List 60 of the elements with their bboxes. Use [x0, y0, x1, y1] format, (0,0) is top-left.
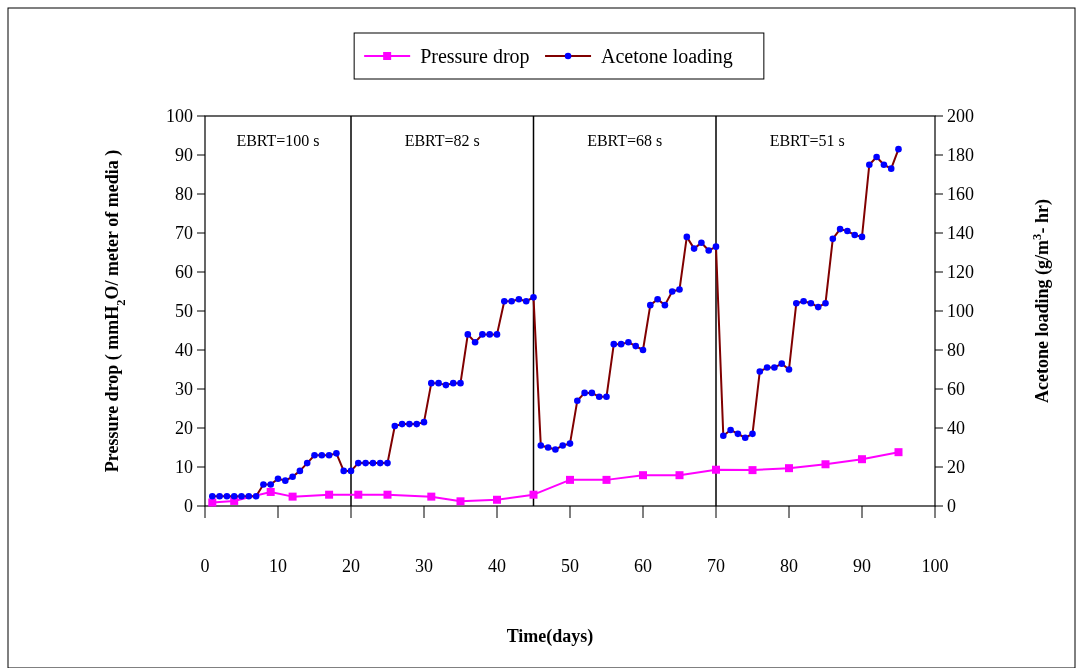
point — [748, 466, 757, 475]
annotation: EBRT=82 s — [404, 132, 480, 149]
annotation: EBRT=100 s — [236, 132, 320, 149]
x-tick-label: 80 — [780, 556, 798, 576]
y-tick-label: 90 — [175, 145, 193, 166]
point — [208, 498, 217, 507]
x-tick-label: 30 — [415, 556, 433, 576]
x-tick-label: 0 — [200, 556, 210, 576]
y2-tick-label: 180 — [947, 145, 974, 166]
point — [858, 455, 866, 464]
point — [529, 490, 538, 499]
y-tick-label: 80 — [175, 184, 193, 205]
x-tick-label: 20 — [342, 556, 360, 576]
point — [675, 471, 684, 480]
x-tick-label: 60 — [634, 556, 652, 576]
point — [383, 490, 392, 499]
y2-tick-label: 200 — [947, 106, 974, 127]
x-tick-label: 70 — [707, 556, 725, 576]
y2-tick-label: 80 — [947, 340, 965, 361]
annotation: EBRT=51 s — [769, 132, 845, 149]
y2-tick-label: 60 — [947, 379, 965, 400]
y-tick-label: 100 — [166, 106, 193, 127]
y2-tick-label: 160 — [947, 184, 974, 205]
point — [427, 492, 436, 501]
y-tick-label: 70 — [175, 223, 193, 244]
annotation: EBRT=68 s — [587, 132, 663, 149]
legend-label: Pressure drop — [420, 45, 530, 68]
y-tick-label: 10 — [175, 457, 193, 478]
y2-tick-label: 20 — [947, 457, 965, 478]
y2-tick-label: 100 — [947, 301, 974, 322]
point — [639, 471, 647, 480]
point — [266, 487, 275, 496]
y-tick-label: 40 — [175, 340, 193, 361]
y2-tick-label: 40 — [947, 418, 965, 439]
y-tick-label: 0 — [184, 496, 193, 517]
point — [785, 464, 793, 473]
y-tick-label: 20 — [175, 418, 193, 439]
point — [493, 495, 501, 504]
point — [288, 492, 297, 501]
legend-label: Acetone loading — [601, 45, 733, 68]
point — [354, 490, 363, 499]
y2-tick-label: 140 — [947, 223, 974, 244]
point — [456, 497, 465, 506]
x-tick-label: 90 — [853, 556, 871, 576]
y-tick-label: 50 — [175, 301, 193, 322]
x-axis-title: Time(days) — [506, 626, 594, 647]
y2-tick-label: 0 — [947, 496, 956, 517]
point — [712, 465, 720, 474]
x-tick-label: 100 — [921, 556, 949, 576]
point — [894, 448, 903, 457]
point — [821, 460, 830, 469]
y-tick-label: 30 — [175, 379, 193, 400]
x-tick-label: 10 — [269, 556, 287, 576]
point — [325, 490, 334, 499]
x-tick-label: 40 — [488, 556, 506, 576]
y-tick-label: 60 — [175, 262, 193, 283]
y2-tick-label: 120 — [947, 262, 974, 283]
point — [602, 475, 611, 484]
x-tick-label: 50 — [561, 556, 579, 576]
point — [566, 475, 574, 484]
